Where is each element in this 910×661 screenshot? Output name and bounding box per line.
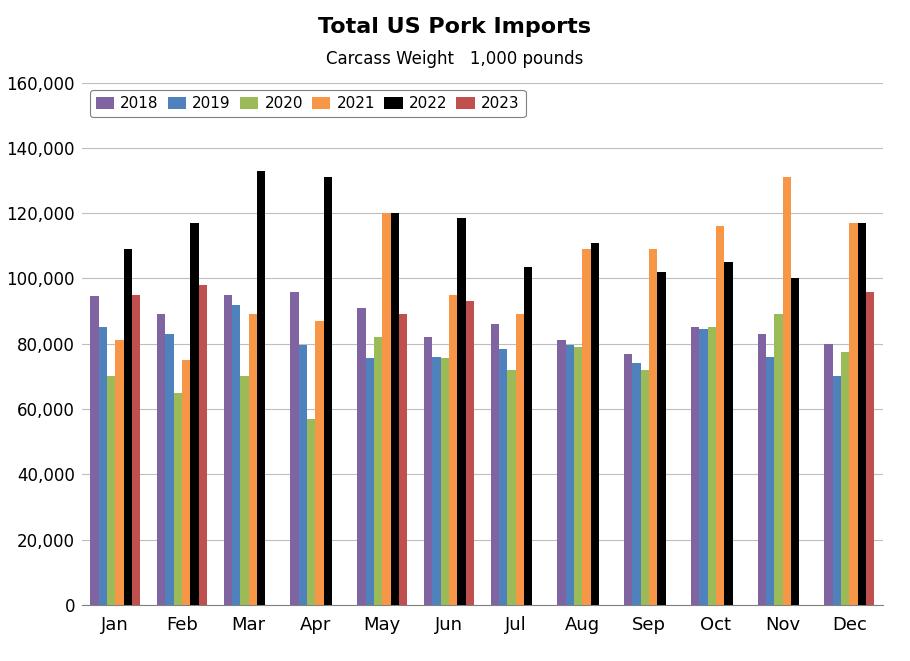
Bar <box>374 337 382 605</box>
Bar <box>90 296 98 605</box>
Bar <box>699 329 707 605</box>
Bar <box>106 376 116 605</box>
Bar <box>424 337 432 605</box>
Bar <box>516 315 524 605</box>
Bar <box>774 315 783 605</box>
Bar <box>432 357 440 605</box>
Bar <box>307 419 316 605</box>
Bar <box>457 218 466 605</box>
Bar <box>98 327 106 605</box>
Bar <box>507 370 516 605</box>
Bar <box>440 358 449 605</box>
Bar <box>866 292 875 605</box>
Bar <box>833 376 841 605</box>
Bar <box>857 223 866 605</box>
Bar <box>232 305 240 605</box>
Bar <box>691 327 699 605</box>
Bar <box>724 262 733 605</box>
Bar <box>357 308 366 605</box>
Bar <box>157 315 166 605</box>
Bar <box>490 324 499 605</box>
Bar <box>849 223 857 605</box>
Bar <box>124 249 132 605</box>
Bar <box>174 393 182 605</box>
Bar <box>390 213 399 605</box>
Bar <box>116 340 124 605</box>
Bar <box>182 360 190 605</box>
Bar <box>841 352 849 605</box>
Bar <box>499 348 507 605</box>
Bar <box>198 285 207 605</box>
Bar <box>166 334 174 605</box>
Bar <box>240 376 248 605</box>
Bar <box>707 327 716 605</box>
Bar <box>566 345 574 605</box>
Bar <box>641 370 649 605</box>
Bar <box>657 272 666 605</box>
Bar <box>224 295 232 605</box>
Bar <box>783 177 791 605</box>
Bar <box>466 301 474 605</box>
Bar <box>624 354 632 605</box>
Bar <box>257 171 266 605</box>
Bar <box>757 334 766 605</box>
Bar <box>824 344 833 605</box>
Bar <box>190 223 198 605</box>
Bar <box>591 243 599 605</box>
Bar <box>574 347 582 605</box>
Bar <box>449 295 457 605</box>
Legend: 2018, 2019, 2020, 2021, 2022, 2023: 2018, 2019, 2020, 2021, 2022, 2023 <box>89 91 525 118</box>
Bar <box>716 226 724 605</box>
Bar <box>290 292 298 605</box>
Bar <box>557 340 566 605</box>
Bar <box>316 321 324 605</box>
Bar <box>248 315 257 605</box>
Bar <box>632 364 641 605</box>
Text: Carcass Weight   1,000 pounds: Carcass Weight 1,000 pounds <box>327 50 583 67</box>
Bar <box>132 295 140 605</box>
Bar <box>366 358 374 605</box>
Bar <box>582 249 591 605</box>
Bar <box>324 177 332 605</box>
Bar <box>766 357 774 605</box>
Bar <box>382 213 390 605</box>
Text: Total US Pork Imports: Total US Pork Imports <box>318 17 592 36</box>
Bar <box>298 345 307 605</box>
Bar <box>399 315 407 605</box>
Bar <box>791 278 799 605</box>
Bar <box>524 267 532 605</box>
Bar <box>649 249 657 605</box>
